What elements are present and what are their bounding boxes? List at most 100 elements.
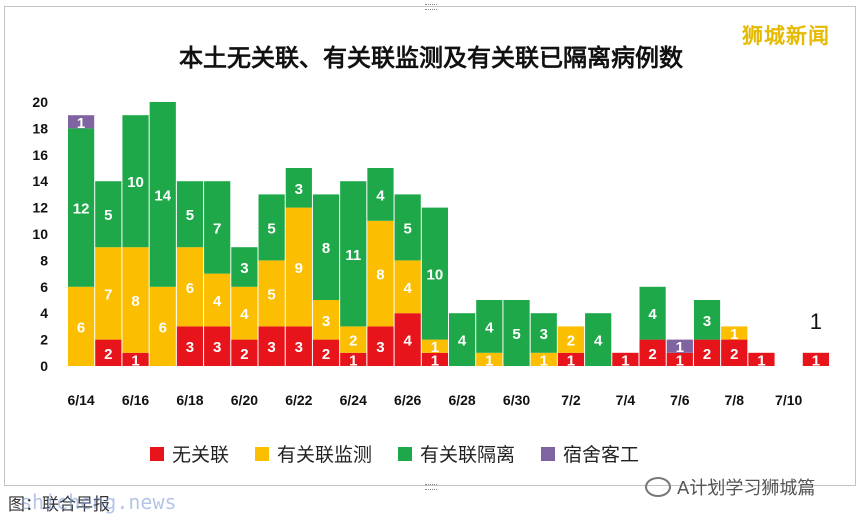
bar-value-label: 3 xyxy=(240,260,248,277)
bar-segment xyxy=(666,339,693,353)
legend-swatch xyxy=(398,446,413,461)
bar-value-label: 7 xyxy=(104,286,112,303)
bar-value-label: 11 xyxy=(345,247,361,264)
bar-value-label: 3 xyxy=(376,339,384,356)
bar-segment xyxy=(530,313,557,353)
bar-segment xyxy=(149,286,176,366)
bar-value-label: 3 xyxy=(213,339,221,356)
bar-segment xyxy=(122,352,149,366)
bar-segment xyxy=(149,102,176,287)
wechat-icon xyxy=(645,477,671,497)
bar-value-label: 5 xyxy=(512,326,520,343)
bar-segment xyxy=(285,326,312,366)
bar-segment xyxy=(285,207,312,327)
bar-value-label: 2 xyxy=(703,346,711,363)
bar-segment xyxy=(68,115,95,129)
bar-segment xyxy=(204,181,231,274)
bar-segment xyxy=(95,247,122,340)
bar-value-label: 1 xyxy=(676,352,684,369)
bar-segment xyxy=(340,352,367,366)
bar-value-label: 6 xyxy=(77,319,85,336)
bar-segment xyxy=(394,260,421,314)
bar-value-label: 5 xyxy=(404,220,412,237)
y-tick-label: 14 xyxy=(32,173,48,189)
bar-segment xyxy=(258,194,285,261)
bar-value-label: 10 xyxy=(127,174,144,191)
bar-segment xyxy=(612,352,639,366)
bar-segment xyxy=(176,247,204,327)
bar-value-label: 2 xyxy=(240,346,248,363)
legend-label: 有关联监测 xyxy=(277,444,373,466)
bar-value-label: 10 xyxy=(427,267,444,284)
bar-segment xyxy=(68,286,95,366)
bar-segment xyxy=(258,326,285,366)
chart-legend: 无关联 有关联监测 有关联隔离 宿舍客工 xyxy=(150,440,639,467)
bar-value-label: 4 xyxy=(594,333,603,350)
bar-segment xyxy=(340,181,367,327)
bar-segment xyxy=(122,247,149,353)
resize-handle-bottom[interactable] xyxy=(425,484,437,490)
bar-value-label: 2 xyxy=(648,346,656,363)
bar-segment xyxy=(122,115,149,248)
bar-segment xyxy=(449,313,476,366)
legend-label: 无关联 xyxy=(172,444,230,466)
resize-handle-top[interactable] xyxy=(425,4,437,10)
bar-value-label: 2 xyxy=(567,333,575,350)
y-tick-label: 6 xyxy=(40,279,48,295)
bar-segment xyxy=(340,326,367,353)
bar-segment xyxy=(802,352,829,366)
bar-segment xyxy=(367,168,394,221)
bar-segment xyxy=(312,194,340,300)
y-tick-label: 8 xyxy=(40,252,48,268)
legend-item: 有关联监测 xyxy=(255,440,372,467)
bar-segment xyxy=(557,352,585,366)
bar-value-label: 1 xyxy=(349,352,357,369)
x-tick-label: 7/6 xyxy=(670,392,690,408)
bar-segment xyxy=(231,247,258,287)
y-tick-label: 4 xyxy=(40,305,48,321)
bar-segment xyxy=(204,326,231,366)
bar-value-label: 1 xyxy=(485,352,493,369)
x-tick-label: 6/30 xyxy=(503,392,530,408)
bar-value-label: 1 xyxy=(621,352,629,369)
legend-swatch xyxy=(150,446,164,461)
bar-value-label: 9 xyxy=(295,260,303,277)
y-tick-label: 20 xyxy=(32,94,48,110)
bar-value-label: 12 xyxy=(73,201,90,218)
bar-value-label: 5 xyxy=(267,286,275,303)
bar-value-label: 3 xyxy=(540,326,548,343)
x-tick-label: 6/26 xyxy=(394,392,421,408)
site-watermark: shicheng.news xyxy=(20,490,177,514)
bar-segment xyxy=(204,273,231,327)
bar-segment xyxy=(95,181,122,248)
x-tick-label: 7/4 xyxy=(616,392,636,408)
bar-value-label: 1 xyxy=(131,352,139,369)
bar-segment xyxy=(639,339,666,366)
bar-segment xyxy=(530,352,557,366)
bar-segment xyxy=(585,313,612,366)
x-tick-label: 7/2 xyxy=(561,392,581,408)
x-tick-label: 6/20 xyxy=(231,392,258,408)
bar-segment xyxy=(176,181,204,248)
bar-value-label: 6 xyxy=(159,319,167,336)
bar-value-label: 6 xyxy=(186,280,194,297)
wechat-account-name: A计划学习狮城篇 xyxy=(677,478,816,499)
bar-segment xyxy=(68,128,95,287)
bar-value-label: 7 xyxy=(213,220,221,237)
bar-segment xyxy=(721,339,748,366)
bar-value-label: 8 xyxy=(131,293,139,310)
bar-value-label: 1 xyxy=(757,352,765,369)
bar-value-label: 4 xyxy=(404,333,413,350)
bar-value-label: 1 xyxy=(77,115,85,132)
bar-segment xyxy=(476,352,503,366)
bar-value-label: 1 xyxy=(730,326,738,343)
bar-value-label: 4 xyxy=(376,187,385,204)
bar-segment xyxy=(394,194,421,261)
x-tick-label: 7/10 xyxy=(775,392,802,408)
bar-value-label: 1 xyxy=(431,352,439,369)
bar-segment xyxy=(367,326,394,366)
bar-segment xyxy=(312,339,340,366)
chart-title: 本土无关联、有关联监测及有关联已隔离病例数 xyxy=(179,44,683,72)
bar-segment xyxy=(367,220,394,327)
